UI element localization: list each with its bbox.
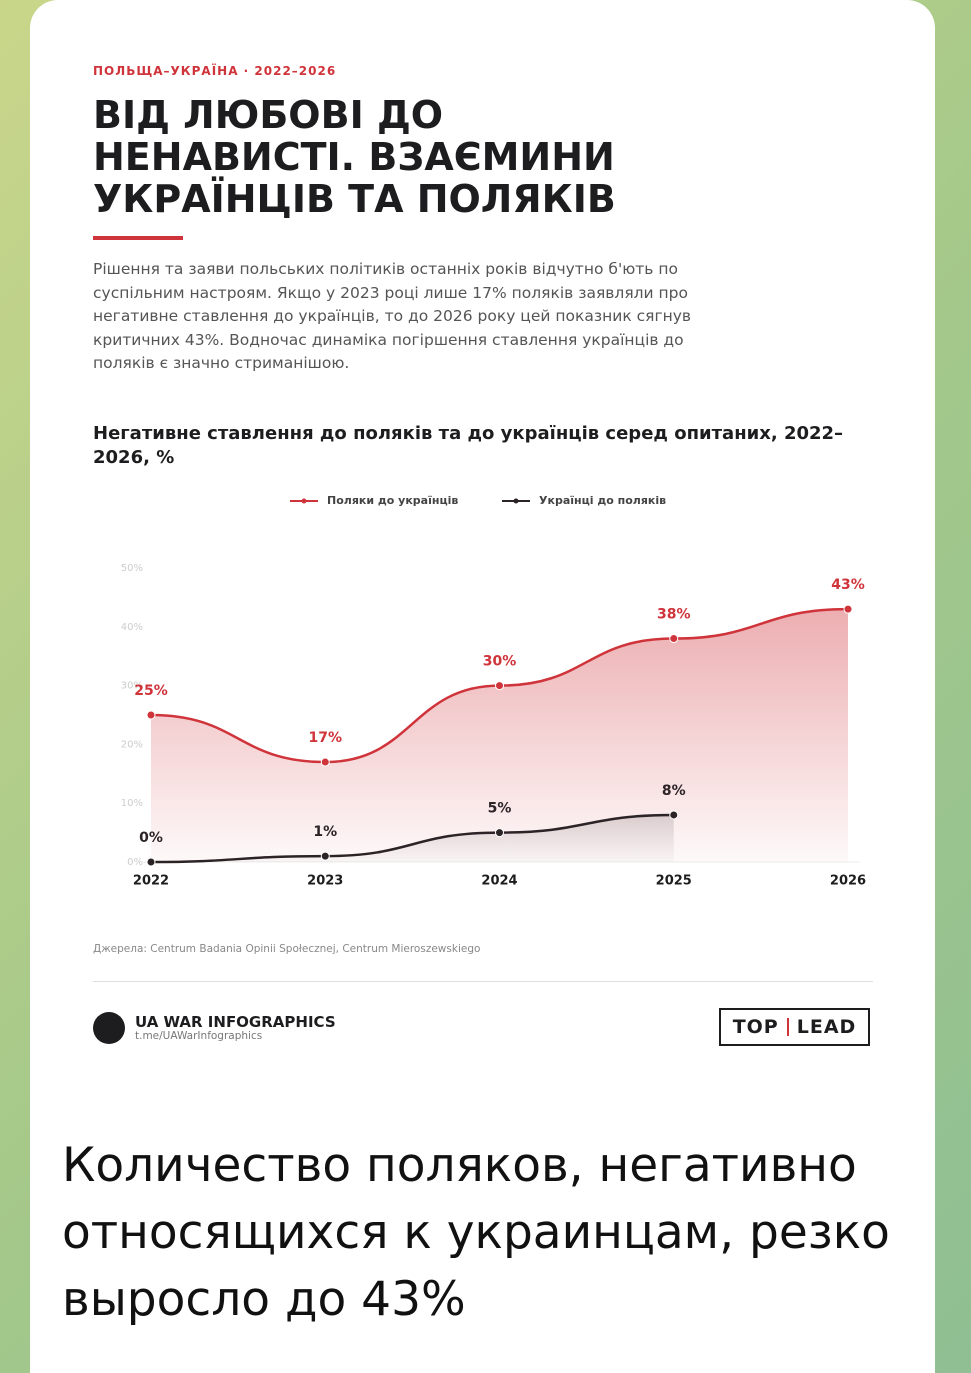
x-tick-label: 2026: [830, 874, 866, 889]
series-area: [151, 814, 674, 862]
lead-text: Рішення та заяви польських політиків ост…: [93, 260, 692, 372]
data-point: [669, 810, 679, 820]
chart-title: Негативне ставлення до поляків та до укр…: [93, 423, 844, 468]
data-label: 43%: [831, 577, 865, 593]
y-tick-label: 20%: [121, 739, 143, 750]
y-tick-label: 0%: [127, 857, 143, 868]
data-point: [495, 828, 504, 838]
telegram-logo: [93, 1012, 125, 1044]
data-point: [669, 634, 679, 644]
divider: [93, 981, 873, 982]
x-tick-label: 2025: [656, 874, 692, 889]
data-label: 5%: [488, 801, 512, 817]
data-label: 38%: [657, 607, 691, 623]
series-area: [151, 609, 848, 862]
data-point: [320, 851, 330, 861]
title-rule: [93, 236, 183, 240]
source: Джерела: Centrum Badania Opinii Społeczn…: [93, 943, 481, 955]
data-point: [320, 757, 330, 767]
x-tick-label: 2023: [307, 874, 343, 889]
data-point: [495, 681, 504, 691]
x-tick-label: 2024: [481, 874, 517, 889]
message-text: Количество поляков, негативно относящихс…: [62, 1138, 890, 1327]
data-point: [146, 857, 156, 867]
x-tick-label: 2022: [133, 874, 169, 889]
data-label: 17%: [308, 730, 342, 746]
infographic-title: ВІД ЛЮБОВІ ДО НЕНАВИСТІ. ВЗАЄМИНИ УКРАЇН…: [93, 93, 616, 221]
partner-left: TOP: [732, 1016, 779, 1038]
legend-dot: [513, 498, 519, 504]
data-label: 0%: [139, 830, 163, 846]
brand: UA WAR INFOGRAPHICS: [135, 1013, 336, 1031]
partner-right: LEAD: [796, 1016, 857, 1038]
y-tick-label: 30%: [121, 681, 143, 692]
brand-link: t.me/UAWarInfographics: [135, 1030, 263, 1042]
data-point: [146, 710, 156, 720]
legend-label: Поляки до українців: [327, 494, 458, 507]
data-label: 8%: [662, 783, 686, 799]
data-label: 30%: [483, 654, 517, 670]
data-label: 1%: [313, 824, 337, 840]
data-label: 25%: [134, 683, 168, 699]
partner-separator: [786, 1018, 789, 1036]
legend-label: Українці до поляків: [539, 494, 666, 507]
legend-dot: [301, 498, 307, 504]
kicker: ПОЛЬЩА–УКРАЇНА · 2022–2026: [93, 64, 337, 78]
partner-logo: TOP LEAD: [719, 1008, 870, 1046]
y-tick-label: 40%: [121, 622, 143, 633]
series-line: [150, 813, 674, 864]
y-tick-label: 50%: [121, 563, 143, 574]
data-point: [843, 604, 853, 614]
y-tick-label: 10%: [121, 798, 143, 809]
